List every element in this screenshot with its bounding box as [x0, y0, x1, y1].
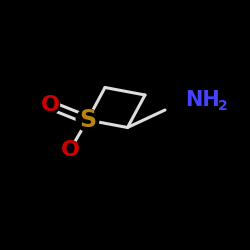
Text: O: O: [60, 140, 80, 160]
Text: S: S: [79, 108, 96, 132]
Text: NH: NH: [185, 90, 220, 110]
Text: 2: 2: [218, 99, 227, 113]
Circle shape: [60, 140, 80, 160]
Circle shape: [76, 109, 99, 131]
Circle shape: [40, 96, 60, 114]
Text: O: O: [40, 95, 60, 115]
